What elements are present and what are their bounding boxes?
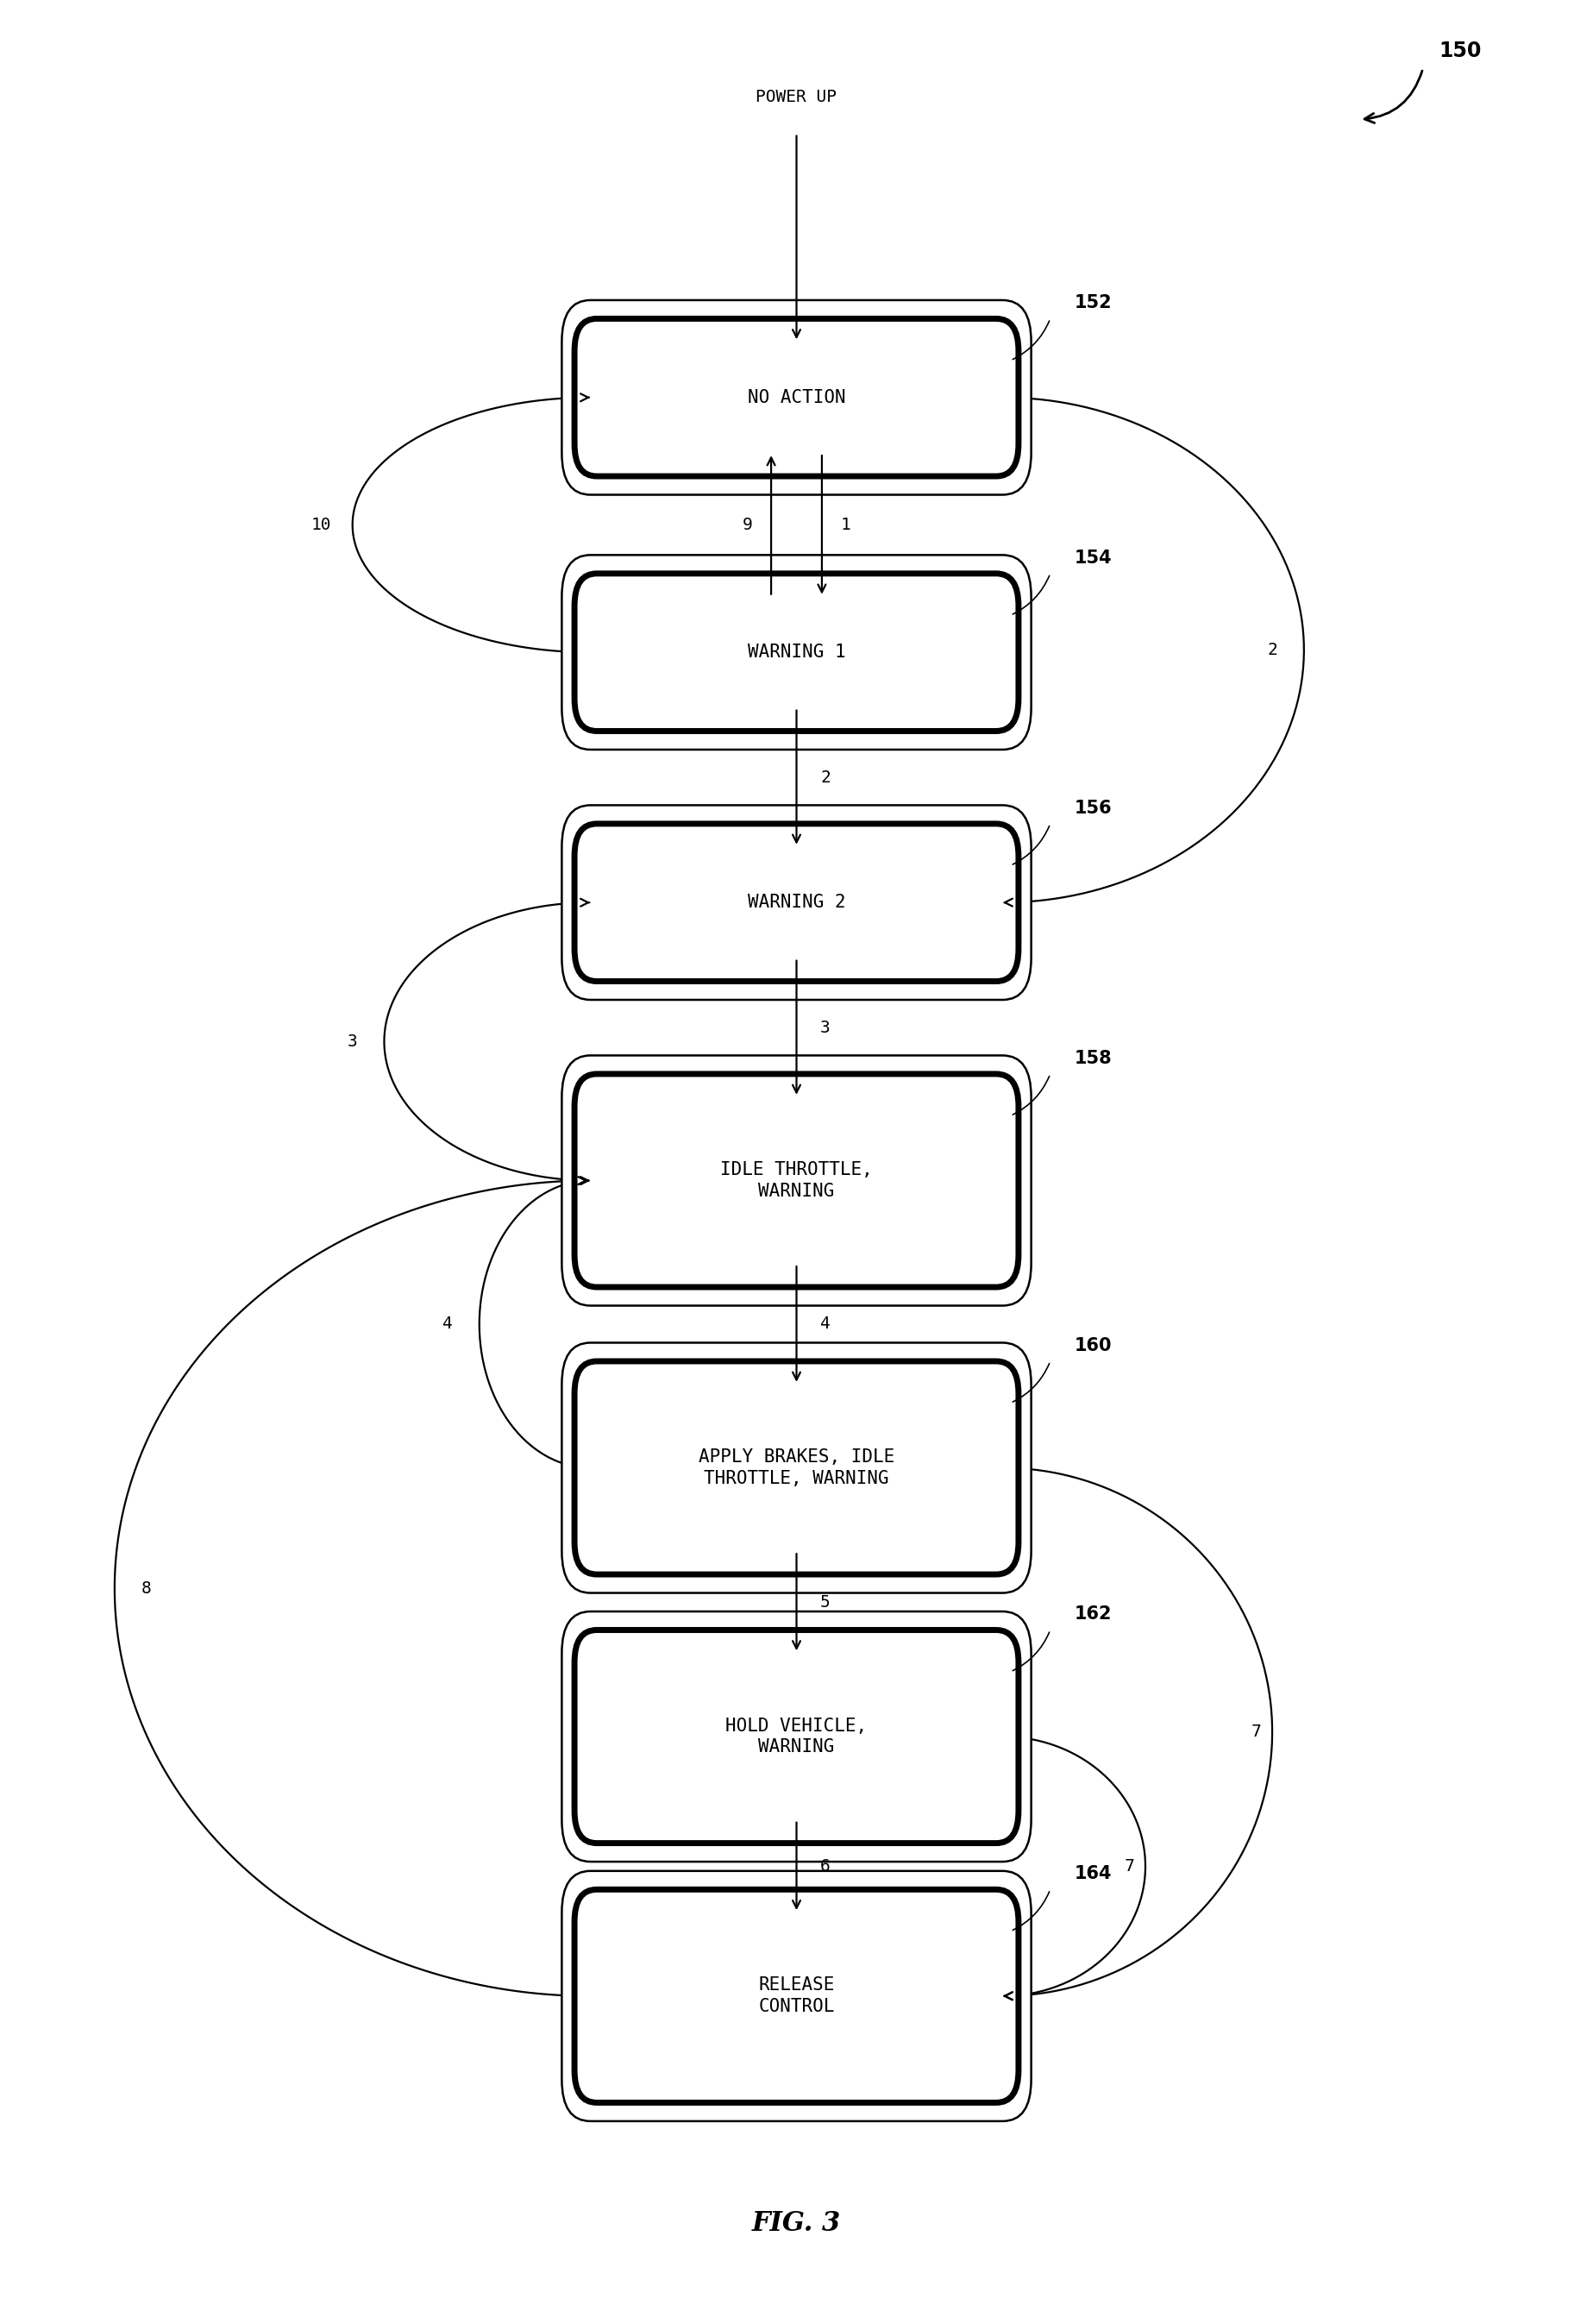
Text: HOLD VEHICLE,
WARNING: HOLD VEHICLE, WARNING bbox=[726, 1717, 867, 1757]
FancyBboxPatch shape bbox=[562, 1871, 1031, 2122]
FancyBboxPatch shape bbox=[562, 804, 1031, 999]
Text: WARNING 1: WARNING 1 bbox=[747, 644, 846, 660]
FancyBboxPatch shape bbox=[562, 300, 1031, 495]
Text: 150: 150 bbox=[1438, 42, 1481, 60]
FancyBboxPatch shape bbox=[562, 1055, 1031, 1306]
Text: RELEASE
CONTROL: RELEASE CONTROL bbox=[758, 1978, 835, 2015]
Text: 1: 1 bbox=[841, 516, 851, 532]
FancyBboxPatch shape bbox=[562, 1343, 1031, 1592]
Text: 152: 152 bbox=[1074, 295, 1112, 311]
Text: 2: 2 bbox=[1266, 641, 1278, 658]
Text: 154: 154 bbox=[1074, 548, 1112, 567]
Text: 7: 7 bbox=[1252, 1724, 1262, 1741]
Text: FIG. 3: FIG. 3 bbox=[752, 2210, 841, 2236]
FancyBboxPatch shape bbox=[562, 1611, 1031, 1862]
Text: IDLE THROTTLE,
WARNING: IDLE THROTTLE, WARNING bbox=[720, 1162, 873, 1199]
Text: WARNING 2: WARNING 2 bbox=[747, 895, 846, 911]
Text: 6: 6 bbox=[820, 1859, 830, 1875]
Text: NO ACTION: NO ACTION bbox=[747, 388, 846, 407]
Text: 5: 5 bbox=[820, 1594, 830, 1611]
Text: 10: 10 bbox=[311, 516, 331, 532]
Text: 9: 9 bbox=[742, 516, 752, 532]
Text: 156: 156 bbox=[1074, 799, 1112, 816]
Text: 7: 7 bbox=[1125, 1859, 1134, 1875]
Text: 162: 162 bbox=[1074, 1606, 1112, 1622]
Text: 8: 8 bbox=[142, 1580, 151, 1597]
FancyBboxPatch shape bbox=[562, 555, 1031, 751]
Text: 4: 4 bbox=[443, 1315, 452, 1332]
Text: 3: 3 bbox=[820, 1020, 830, 1037]
Text: 2: 2 bbox=[820, 769, 830, 786]
Text: 158: 158 bbox=[1074, 1050, 1112, 1067]
Text: POWER UP: POWER UP bbox=[757, 88, 836, 105]
Text: 160: 160 bbox=[1074, 1336, 1112, 1355]
Text: 3: 3 bbox=[347, 1034, 357, 1050]
Text: 4: 4 bbox=[820, 1315, 830, 1332]
Text: 164: 164 bbox=[1074, 1866, 1112, 1882]
Text: APPLY BRAKES, IDLE
THROTTLE, WARNING: APPLY BRAKES, IDLE THROTTLE, WARNING bbox=[698, 1448, 895, 1487]
